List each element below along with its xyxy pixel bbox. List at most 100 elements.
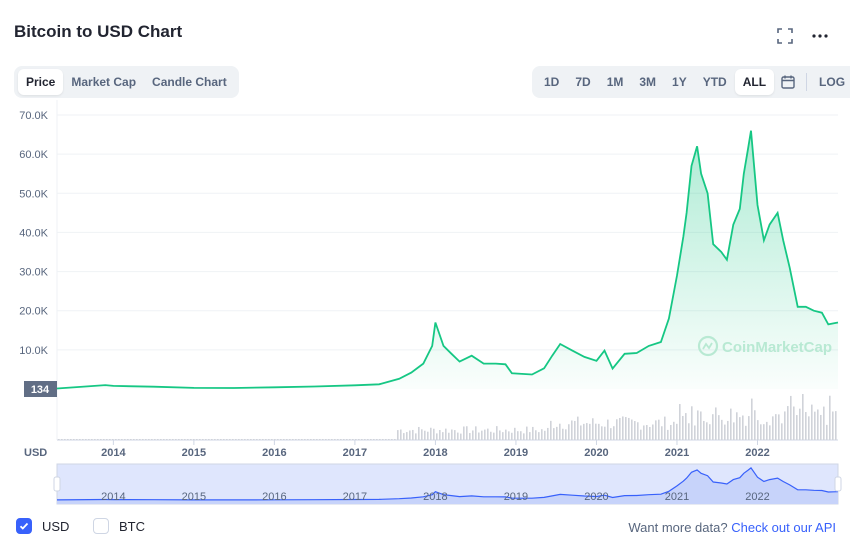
volume-bar [601, 426, 603, 440]
volume-bar [82, 439, 84, 440]
volume-bar [136, 439, 138, 440]
api-link[interactable]: Check out our API [731, 520, 836, 535]
volume-bar [304, 439, 306, 440]
navigator-area [57, 467, 838, 504]
volume-bar [322, 439, 324, 440]
range-1d[interactable]: 1D [544, 75, 560, 89]
volume-bar [334, 439, 336, 440]
volume-bar [349, 439, 351, 440]
volume-bar [112, 439, 114, 440]
volume-bar [580, 425, 582, 440]
x-tick-label: 2017 [343, 447, 367, 459]
volume-bar [370, 439, 372, 440]
volume-bar [832, 411, 834, 440]
volume-bar [823, 406, 825, 440]
tab-candle-chart[interactable]: Candle Chart [152, 75, 227, 89]
volume-bar [571, 420, 573, 440]
volume-bar [469, 433, 471, 440]
price-chart[interactable]: 70.0K 60.0K 50.0K 40.0K 30.0K 20.0K 10.0K Coin… [0, 100, 850, 512]
usd-label: USD [42, 518, 70, 534]
volume-bar [457, 432, 459, 440]
volume-bar [748, 416, 750, 440]
volume-bar [397, 430, 399, 440]
volume-bar [478, 432, 480, 440]
volume-bar [382, 439, 384, 440]
volume-bar [820, 414, 822, 440]
volume-bar [835, 411, 837, 440]
volume-bar [787, 406, 789, 440]
volume-bar [664, 416, 666, 440]
volume-bar [700, 411, 702, 440]
volume-bar [490, 431, 492, 440]
volume-bar [763, 424, 765, 440]
volume-bar [712, 414, 714, 440]
volume-bar [277, 439, 279, 440]
volume-bar [538, 432, 540, 440]
volume-bar [652, 424, 654, 440]
currency-btc-checkbox[interactable]: BTC [93, 518, 145, 534]
volume-bar [793, 406, 795, 440]
volume-bar [412, 429, 414, 440]
fullscreen-icon[interactable] [775, 26, 795, 46]
volume-bar [301, 439, 303, 440]
y-tick-label: 70.0K [19, 110, 48, 122]
currency-usd-checkbox[interactable]: USD [16, 518, 69, 534]
volume-bar [742, 415, 744, 440]
volume-bar [379, 439, 381, 440]
volume-bar [643, 425, 645, 440]
range-1y[interactable]: 1Y [672, 75, 687, 89]
volume-bar [613, 426, 615, 440]
more-icon[interactable] [810, 26, 830, 46]
volume-bar [766, 421, 768, 440]
volume-bar [667, 429, 669, 440]
navigator-handle[interactable] [53, 476, 61, 492]
volume-bar [352, 439, 354, 440]
volume-bar [193, 439, 195, 440]
tab-market-cap[interactable]: Market Cap [71, 75, 137, 89]
range-1m[interactable]: 1M [606, 75, 624, 89]
volume-bar [814, 411, 816, 440]
range-ytd[interactable]: YTD [702, 75, 727, 89]
volume-bar [79, 439, 81, 440]
range-all[interactable]: ALL [734, 69, 775, 95]
volume-bar [826, 424, 828, 440]
calendar-icon[interactable] [774, 70, 802, 94]
volume-bar [73, 439, 75, 440]
volume-bar [313, 439, 315, 440]
volume-bar [703, 420, 705, 440]
navigator[interactable]: 2014 2015 2016 2017 2018 2019 2020 2021 2022 [53, 463, 842, 505]
volume-bar [568, 424, 570, 440]
volume-bar [283, 439, 285, 440]
volume-bar [373, 439, 375, 440]
volume-bar [415, 433, 417, 440]
volume-bar [220, 439, 222, 440]
volume-bar [466, 426, 468, 440]
y-tick-label: 20.0K [19, 306, 48, 318]
volume-bar [727, 420, 729, 440]
y-tick-label: 50.0K [19, 188, 48, 200]
volume-bar [154, 439, 156, 440]
volume-bar [577, 416, 579, 440]
volume-bar [829, 395, 831, 440]
volume-bar [655, 420, 657, 440]
navigator-handle[interactable] [834, 476, 842, 492]
tab-price[interactable]: Price [18, 69, 64, 95]
volume-bar [505, 429, 507, 440]
range-3m[interactable]: 3M [639, 75, 657, 89]
range-7d[interactable]: 7D [575, 75, 591, 89]
volume-bar [565, 429, 567, 440]
volume-bar [472, 430, 474, 440]
volume-bar [442, 432, 444, 440]
log-scale-button[interactable]: LOG [819, 75, 846, 89]
volume-bar [190, 439, 192, 440]
volume-bar [265, 439, 267, 440]
volume-bar [364, 439, 366, 440]
volume-bar [439, 430, 441, 440]
volume-bar [448, 432, 450, 440]
volume-bar [133, 439, 135, 440]
volume-bar [706, 422, 708, 440]
volume-bar [109, 439, 111, 440]
volume-bar [196, 439, 198, 440]
volume-bar [619, 417, 621, 440]
navigator-tick-label: 2022 [745, 491, 769, 503]
